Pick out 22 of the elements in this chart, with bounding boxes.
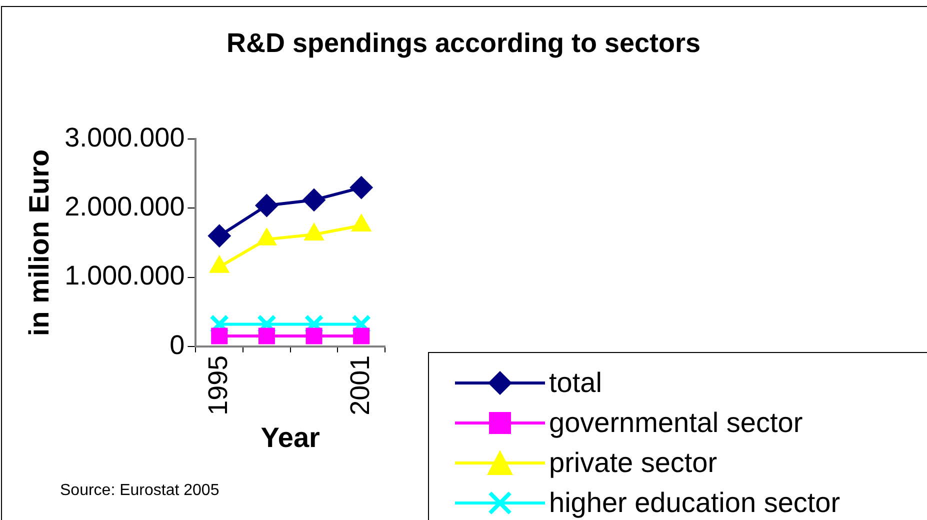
y-axis-title: in milion Euro: [24, 149, 55, 336]
point: [258, 328, 275, 344]
point: [350, 176, 373, 200]
source-note: Source: Eurostat 2005: [60, 482, 220, 500]
legend-label: total: [549, 367, 602, 399]
point: [211, 328, 228, 344]
legend-label: higher education sector: [549, 487, 840, 519]
legend-label: governmental sector: [549, 407, 803, 439]
point: [302, 188, 326, 212]
text: R&D spendings according to sectors: [225, 28, 702, 59]
y-tick-label: 2.000.000: [64, 192, 185, 222]
point: [353, 328, 370, 344]
x-tick-label: 1995: [202, 355, 233, 416]
x-tick-label: 2001: [344, 355, 375, 416]
point: [208, 224, 231, 248]
point: [255, 194, 278, 217]
y-tick-label: 3.000.000: [64, 122, 185, 153]
point: [306, 328, 322, 344]
x-axis-title: Year: [260, 422, 320, 453]
y-tick-label: 0: [170, 330, 185, 360]
legend-label: private sector: [549, 447, 718, 479]
y-tick-label: 1.000.000: [64, 260, 185, 291]
